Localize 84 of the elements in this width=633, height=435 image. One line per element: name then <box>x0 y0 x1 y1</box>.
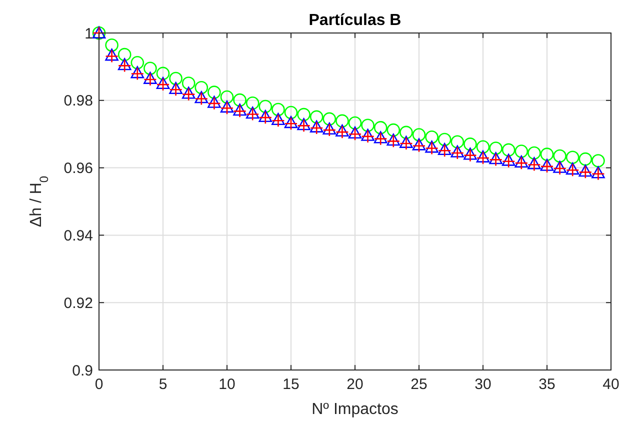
chart-title: Partículas B <box>308 12 402 29</box>
point <box>450 145 464 158</box>
point <box>592 154 605 168</box>
point <box>502 154 516 168</box>
point <box>502 154 516 166</box>
point <box>450 135 464 148</box>
x-tick-label: 15 <box>282 376 300 393</box>
point <box>118 48 132 62</box>
point <box>208 96 221 110</box>
point <box>386 123 400 137</box>
point <box>540 158 554 171</box>
x-tick-label: 30 <box>474 376 492 393</box>
point <box>310 110 324 124</box>
point <box>361 118 374 132</box>
point <box>374 121 388 134</box>
point <box>592 166 605 178</box>
point <box>310 121 324 135</box>
point <box>400 136 413 148</box>
point <box>182 76 196 90</box>
point <box>361 128 374 141</box>
point <box>105 38 118 52</box>
point <box>310 120 324 132</box>
point <box>361 130 374 144</box>
point <box>284 106 298 120</box>
point <box>322 112 336 126</box>
point <box>438 132 452 146</box>
point <box>553 160 566 173</box>
point <box>322 123 336 137</box>
point <box>130 56 144 70</box>
point <box>258 100 272 114</box>
point <box>476 150 490 162</box>
x-tick-label: 10 <box>218 376 236 393</box>
point <box>514 144 528 158</box>
x-tick-label: 0 <box>94 376 104 393</box>
point <box>592 167 605 181</box>
point <box>464 138 477 151</box>
point <box>540 160 554 174</box>
point <box>450 146 464 160</box>
point <box>272 102 285 116</box>
x-tick-label: 5 <box>158 376 168 393</box>
point <box>425 130 438 144</box>
x-tick-label: 20 <box>346 376 364 393</box>
x-tick-label: 25 <box>410 376 428 393</box>
point <box>144 72 157 84</box>
point <box>476 151 490 165</box>
y-tick-label: 0.92 <box>64 294 93 312</box>
point <box>208 86 221 99</box>
point <box>566 150 580 164</box>
point <box>553 149 566 163</box>
point <box>540 148 554 161</box>
point <box>489 142 502 155</box>
point <box>156 76 170 89</box>
point <box>144 72 157 86</box>
point <box>412 128 426 142</box>
y-tick-label: 0.96 <box>64 160 93 178</box>
point <box>322 122 336 134</box>
point <box>246 96 260 110</box>
point <box>348 116 362 130</box>
y-tick-label: 0.9 <box>72 362 93 380</box>
point <box>528 146 541 160</box>
x-tick-label: 35 <box>538 376 556 393</box>
point <box>144 62 157 76</box>
point <box>400 126 413 140</box>
point <box>553 162 566 176</box>
point <box>412 138 426 150</box>
point <box>156 66 170 80</box>
point <box>400 136 413 150</box>
y-tick-label: 1 <box>84 25 93 42</box>
point <box>156 78 170 92</box>
point <box>502 143 516 157</box>
y-tick-label: 0.94 <box>64 227 93 244</box>
point <box>476 140 490 154</box>
point <box>208 96 221 108</box>
x-axis-title: Nº Impactos <box>312 401 398 418</box>
point <box>233 93 246 107</box>
point <box>297 108 310 122</box>
point <box>578 152 592 166</box>
point <box>194 80 208 94</box>
x-tick-label: 40 <box>602 376 620 393</box>
point <box>169 72 182 86</box>
point <box>336 114 349 128</box>
point <box>412 139 426 153</box>
y-tick-label: 0.98 <box>64 92 93 110</box>
point <box>220 90 234 104</box>
